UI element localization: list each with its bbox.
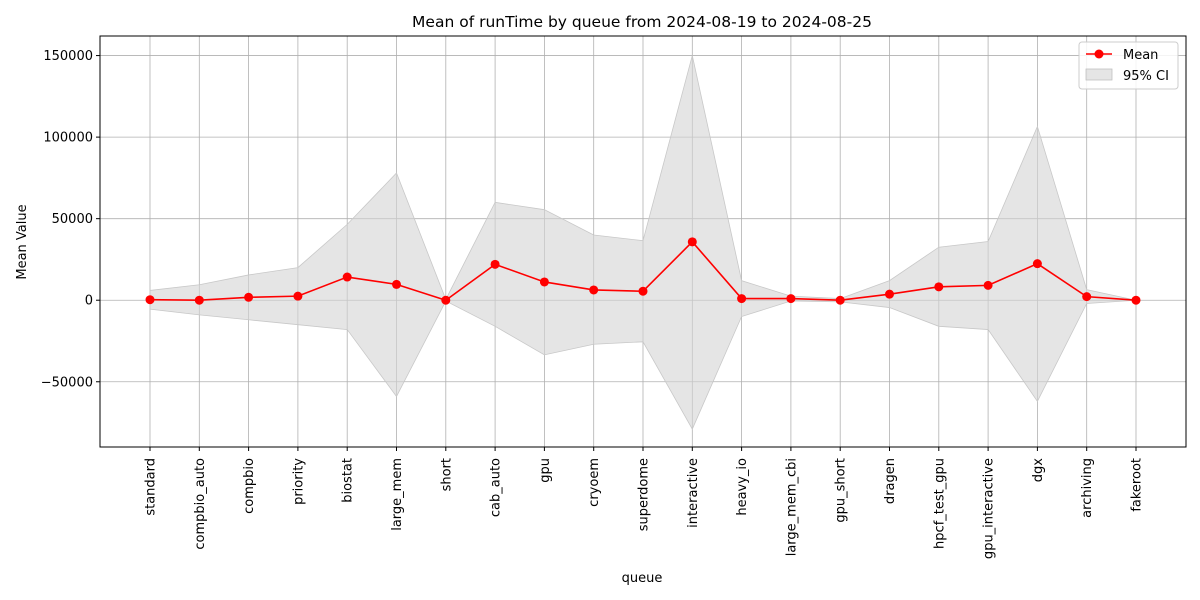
mean-point bbox=[539, 277, 549, 287]
mean-point bbox=[441, 295, 451, 305]
x-tick-label: hpcf_test_gpu bbox=[932, 458, 947, 549]
x-axis: standard compbio_auto compbio priority biost… bbox=[144, 447, 1145, 559]
legend-mean-label: Mean bbox=[1123, 48, 1158, 63]
x-tick-label: heavy_io bbox=[735, 458, 750, 516]
x-tick-label: compbio bbox=[242, 458, 257, 514]
y-axis: −50000 0 50000 100000 150000 bbox=[41, 49, 100, 390]
mean-point bbox=[342, 272, 352, 282]
mean-point bbox=[194, 295, 204, 305]
legend: Mean 95% CI bbox=[1078, 41, 1179, 90]
x-tick-label: large_mem_cbi bbox=[784, 458, 799, 556]
x-tick-label: compbio_auto bbox=[193, 458, 208, 550]
y-tick-label: 0 bbox=[85, 294, 93, 309]
x-tick-label: priority bbox=[291, 458, 306, 505]
ci-band bbox=[149, 55, 1137, 430]
x-tick-label: gpu_interactive bbox=[982, 458, 997, 559]
chart-title: Mean of runTime by queue from 2024-08-19… bbox=[412, 13, 872, 31]
mean-point bbox=[1082, 292, 1092, 302]
confidence-band bbox=[149, 55, 1137, 430]
x-tick-label: cryoem bbox=[587, 458, 602, 507]
x-tick-label: large_mem bbox=[390, 458, 405, 531]
mean-point bbox=[786, 294, 796, 304]
x-tick-label: superdome bbox=[637, 458, 652, 531]
mean-point bbox=[145, 295, 155, 305]
y-tick-label: 150000 bbox=[43, 49, 93, 64]
mean-point bbox=[687, 237, 697, 247]
mean-point bbox=[983, 280, 993, 290]
mean-point bbox=[885, 289, 894, 299]
legend-ci-swatch bbox=[1085, 68, 1113, 81]
x-tick-label: short bbox=[439, 458, 454, 491]
y-tick-label: 100000 bbox=[43, 131, 93, 146]
series-mean bbox=[145, 237, 1141, 305]
x-tick-label: standard bbox=[144, 458, 159, 516]
mean-point bbox=[293, 291, 303, 301]
mean-point bbox=[835, 295, 845, 305]
mean-point bbox=[1032, 259, 1042, 269]
y-axis-title: Mean Value bbox=[15, 204, 30, 279]
mean-point bbox=[1131, 295, 1141, 305]
x-tick-label: cab_auto bbox=[489, 458, 504, 517]
x-tick-label: gpu bbox=[538, 458, 553, 483]
legend-ci-label: 95% CI bbox=[1123, 69, 1169, 84]
y-tick-label: 50000 bbox=[52, 212, 93, 227]
x-tick-label: fakeroot bbox=[1130, 458, 1145, 512]
x-axis-title: queue bbox=[622, 571, 663, 586]
mean-point bbox=[244, 292, 254, 302]
legend-mean-marker bbox=[1094, 49, 1104, 59]
mean-point bbox=[589, 285, 599, 295]
mean-point bbox=[638, 286, 648, 296]
x-tick-label: interactive bbox=[686, 458, 701, 528]
mean-point bbox=[934, 282, 944, 292]
x-tick-label: gpu_short bbox=[834, 458, 849, 523]
mean-point bbox=[490, 259, 500, 269]
x-tick-label: biostat bbox=[341, 458, 356, 503]
mean-point bbox=[392, 279, 401, 289]
x-tick-label: dgx bbox=[1031, 458, 1046, 483]
mean-point bbox=[737, 294, 747, 304]
x-tick-label: archiving bbox=[1080, 458, 1095, 518]
x-tick-label: dragen bbox=[883, 458, 898, 504]
y-tick-label: −50000 bbox=[41, 375, 93, 390]
